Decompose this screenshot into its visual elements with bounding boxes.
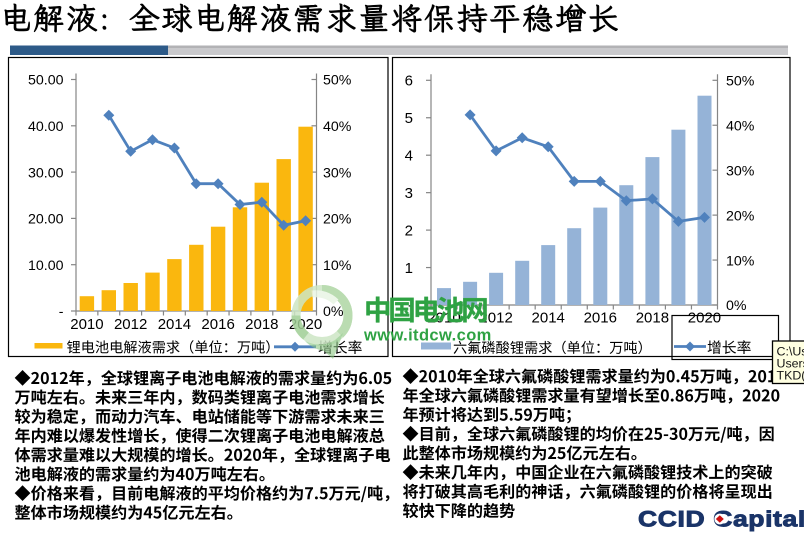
svg-text:2: 2: [405, 222, 413, 239]
svg-text:10%: 10%: [323, 258, 352, 274]
svg-text:C:\Use: C:\Use: [777, 344, 804, 358]
svg-text:20.00: 20.00: [28, 212, 64, 228]
svg-text:6: 6: [405, 73, 413, 90]
svg-text:50.00: 50.00: [28, 73, 64, 89]
svg-text:1: 1: [405, 260, 413, 277]
svg-text:30%: 30%: [323, 165, 352, 181]
svg-text:2016: 2016: [584, 310, 617, 327]
svg-text:40%: 40%: [323, 119, 352, 135]
svg-text:10%: 10%: [726, 253, 755, 269]
svg-text:30%: 30%: [726, 163, 755, 179]
svg-text:2014: 2014: [532, 310, 565, 327]
svg-text:2012: 2012: [479, 310, 512, 327]
svg-text:-: -: [59, 304, 64, 320]
svg-text:2012: 2012: [114, 316, 147, 333]
svg-text:2016: 2016: [201, 316, 234, 333]
svg-text:50%: 50%: [726, 74, 755, 90]
svg-text:2020: 2020: [688, 310, 721, 327]
svg-text:0%: 0%: [726, 298, 747, 314]
svg-text:50%: 50%: [323, 73, 352, 89]
svg-text:4: 4: [405, 147, 413, 164]
svg-text:TKD(B: TKD(B: [777, 369, 804, 383]
svg-text:40%: 40%: [726, 118, 755, 134]
svg-text:2010: 2010: [70, 316, 103, 333]
svg-text:Users\: Users\: [777, 357, 804, 371]
svg-text:40.00: 40.00: [28, 119, 64, 135]
svg-text:20%: 20%: [726, 208, 755, 224]
svg-text:2018: 2018: [245, 316, 278, 333]
svg-text:3: 3: [405, 185, 413, 202]
svg-text:20%: 20%: [323, 212, 352, 228]
svg-text:2014: 2014: [158, 316, 191, 333]
svg-text:www.itdcw.com: www.itdcw.com: [363, 327, 492, 345]
svg-text:30.00: 30.00: [28, 165, 64, 181]
svg-text:10.00: 10.00: [28, 258, 64, 274]
svg-text:2018: 2018: [636, 310, 669, 327]
svg-text:5: 5: [405, 110, 413, 127]
svg-text:0%: 0%: [323, 304, 344, 320]
